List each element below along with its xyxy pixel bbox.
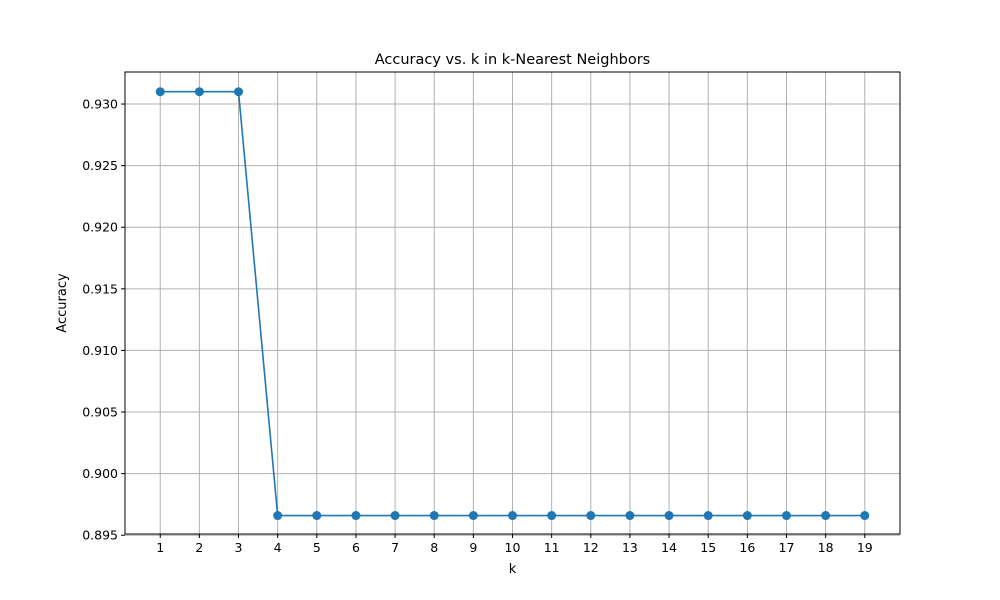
y-tick-label: 0.900 [82,466,118,481]
grid [125,72,900,536]
data-point [234,87,244,97]
data-point [273,511,283,521]
x-tick-label: 9 [469,540,477,555]
data-point [781,511,791,521]
x-tick-label: 15 [700,540,716,555]
x-tick-label: 1 [156,540,164,555]
x-tick-label: 11 [544,540,560,555]
x-tick-label: 2 [195,540,203,555]
y-tick-label: 0.920 [82,220,118,235]
y-tick-label: 0.905 [82,405,118,420]
ticks: 1 2 3 4 5 6 7 8 9 10 11 12 13 14 15 16 17 18 190.8950.9000… [82,97,873,555]
x-tick-label: 14 [661,540,677,555]
y-tick-label: 0.915 [82,281,118,296]
x-tick-label: 4 [274,540,282,555]
y-tick-label: 0.895 [82,528,118,543]
x-tick-label: 19 [857,540,873,555]
series-layer [155,87,870,521]
x-tick-label: 10 [505,540,521,555]
data-point [821,511,831,521]
x-tick-label: 12 [583,540,599,555]
data-point [703,511,713,521]
data-point [508,511,517,521]
x-tick-label: 16 [739,540,755,555]
x-tick-label: 17 [779,540,795,555]
y-tick-label: 0.925 [82,158,118,173]
data-point [429,511,439,521]
data-point [586,511,596,521]
data-point [390,511,400,521]
y-axis-label: Accuracy [55,273,70,333]
data-point [860,511,870,521]
data-point [547,511,557,521]
y-tick-label: 0.930 [82,97,118,112]
data-point [194,87,204,97]
data-point [742,511,752,521]
y-tick-label: 0.910 [82,343,118,358]
x-tick-label: 8 [430,540,438,555]
data-point [351,511,361,521]
data-point [155,87,165,97]
x-tick-label: 18 [818,540,834,555]
x-tick-label: 5 [313,540,321,555]
chart-title: Accuracy vs. k in k-Nearest Neighbors [375,52,650,68]
x-tick-label: 7 [391,540,399,555]
data-point [625,511,635,521]
data-point [664,511,674,521]
x-axis-label: k [509,562,517,577]
x-tick-label: 3 [235,540,243,555]
data-point [312,511,322,521]
x-tick-label: 13 [622,540,638,555]
x-tick-label: 6 [352,540,360,555]
data-point [468,511,478,521]
